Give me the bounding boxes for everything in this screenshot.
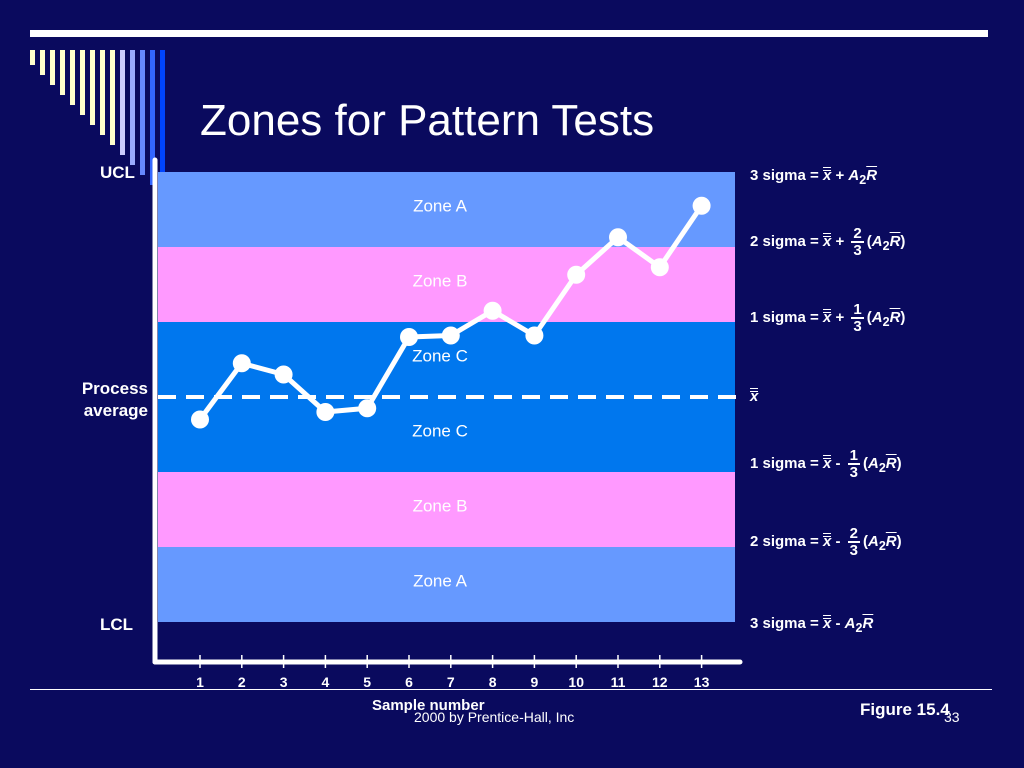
formula-minus-1-sigma: 1 sigma = x - 1 3 (A2R) <box>750 447 902 481</box>
data-point-2 <box>232 354 251 373</box>
x-tick-label-5: 5 <box>363 674 371 690</box>
zone-label-3: Zone C <box>412 422 468 441</box>
zone-label-5: Zone A <box>413 572 468 591</box>
formula-plus-1-sigma: 1 sigma = x + 1 3 (A2R) <box>750 301 906 335</box>
process-average-line2: average <box>83 401 148 420</box>
data-point-8 <box>483 301 502 320</box>
top-rule <box>30 30 988 37</box>
x-tick-label-4: 4 <box>322 674 330 690</box>
page-number: 33 <box>944 709 960 725</box>
lcl-label: LCL <box>100 615 134 634</box>
zone-label-0: Zone A <box>413 197 468 216</box>
copyright-text: 2000 by Prentice-Hall, Inc <box>414 709 575 725</box>
ucl-label: UCL <box>100 163 135 182</box>
data-point-6 <box>400 328 418 346</box>
formula-plus-2-sigma: 2 sigma = x + 2 3 (A2R) <box>750 225 906 259</box>
x-tick-label-3: 3 <box>280 674 288 690</box>
formula-plus-3-sigma: 3 sigma = x + A2R <box>750 167 878 187</box>
data-point-11 <box>609 228 627 247</box>
zone-band-0 <box>158 172 735 247</box>
formula-center-line: x <box>750 388 759 405</box>
zone-label-2: Zone C <box>412 347 468 366</box>
x-tick-label-13: 13 <box>694 674 710 690</box>
zone-band-5 <box>158 547 735 622</box>
x-tick-label-10: 10 <box>568 674 584 690</box>
process-average-line1: Process <box>81 379 148 398</box>
formula-minus-2-sigma: 2 sigma = x - 2 3 (A2R) <box>750 525 902 559</box>
x-axis-label: Sample number <box>372 697 485 714</box>
x-tick-label-7: 7 <box>447 674 455 690</box>
data-point-3 <box>274 365 293 384</box>
data-point-9 <box>525 326 544 345</box>
data-point-1 <box>191 410 209 429</box>
x-tick-label-9: 9 <box>531 674 539 690</box>
formula-minus-3-sigma: 3 sigma = x - A2R <box>750 615 874 635</box>
x-tick-label-1: 1 <box>196 674 204 690</box>
data-point-10 <box>567 265 586 284</box>
data-point-12 <box>650 258 669 277</box>
zone-band-1 <box>158 247 735 322</box>
x-tick-label-11: 11 <box>611 674 626 690</box>
x-tick-label-8: 8 <box>489 674 497 690</box>
x-tick-label-12: 12 <box>652 674 668 690</box>
slide-title: Zones for Pattern Tests <box>200 96 655 145</box>
figure-label: Figure 15.4 <box>860 700 950 719</box>
data-point-13 <box>692 196 711 215</box>
zone-label-4: Zone B <box>413 497 468 516</box>
footer-rule <box>30 689 992 690</box>
data-point-7 <box>441 326 460 345</box>
zone-band-3 <box>158 397 735 472</box>
x-tick-label-2: 2 <box>238 674 246 690</box>
process-average-label: Process average <box>60 378 148 422</box>
zone-label-1: Zone B <box>413 272 468 291</box>
data-point-5 <box>358 399 377 418</box>
zone-band-4 <box>158 472 735 547</box>
data-point-4 <box>316 403 335 421</box>
x-tick-label-6: 6 <box>405 674 413 690</box>
